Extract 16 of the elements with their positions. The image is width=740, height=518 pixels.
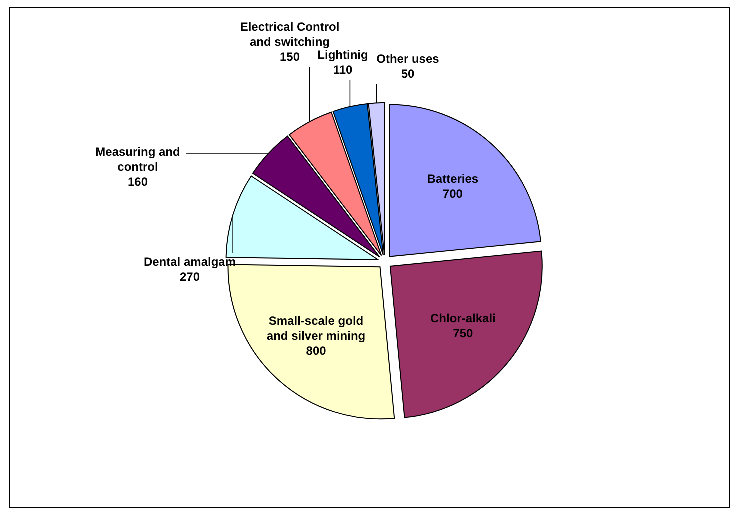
slice-label: Measuring and control bbox=[96, 145, 180, 174]
slice-label: Other uses bbox=[376, 52, 440, 66]
data-label: 700 bbox=[442, 186, 464, 201]
slice-label: Small-scale gold and silver mining bbox=[266, 314, 366, 343]
data-label: 270 bbox=[180, 270, 200, 284]
data-label: 50 bbox=[401, 67, 415, 81]
slice-label: Dental amalgam bbox=[144, 255, 236, 269]
data-label: 110 bbox=[333, 63, 354, 77]
slice-label: Chlor-alkali bbox=[430, 311, 496, 326]
data-label: 150 bbox=[280, 50, 300, 64]
data-label: 800 bbox=[306, 344, 327, 358]
slice-label: Batteries bbox=[427, 172, 479, 186]
slice-label: Lightinig bbox=[318, 48, 368, 62]
slice-label: Electrical Control and switching bbox=[240, 20, 340, 49]
data-label: 750 bbox=[453, 326, 474, 340]
data-label: 160 bbox=[128, 175, 148, 189]
